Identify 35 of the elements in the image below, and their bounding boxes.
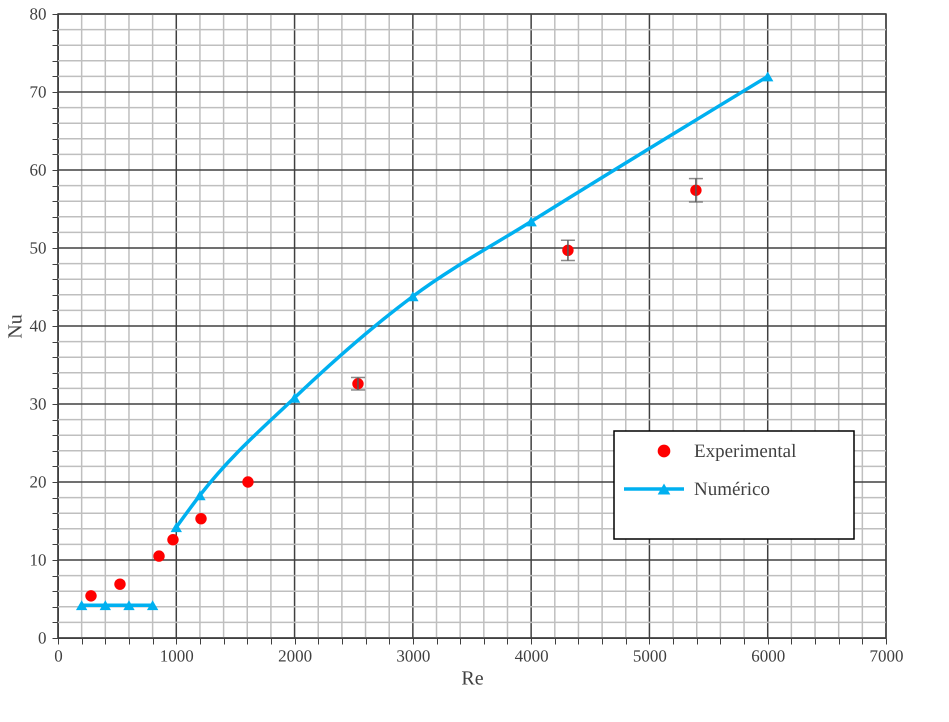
x-axis-title: Re	[461, 668, 484, 690]
point	[100, 600, 112, 610]
point	[76, 600, 88, 610]
x-tick-label: 2000	[278, 646, 312, 666]
y-tick-label: 80	[30, 4, 46, 24]
point	[167, 534, 179, 546]
legend-label: Numérico	[694, 479, 770, 500]
point	[153, 550, 165, 562]
point	[146, 600, 158, 610]
legend-label: Experimental	[694, 441, 796, 462]
point	[123, 600, 135, 610]
point	[194, 490, 206, 500]
y-tick-label: 40	[30, 316, 46, 336]
y-tick-label: 50	[30, 238, 46, 258]
x-tick-label: 3000	[396, 646, 430, 666]
point	[195, 512, 207, 524]
x-tick-label: 6000	[751, 646, 786, 666]
point	[170, 522, 182, 532]
y-axis-title: Nu	[4, 314, 26, 339]
point	[242, 476, 254, 488]
point	[114, 578, 126, 590]
x-tick-label: 1000	[160, 646, 194, 666]
point	[85, 590, 97, 602]
x-tick-label: 4000	[514, 646, 549, 666]
x-tick-label: 5000	[632, 646, 667, 666]
y-tick-label: 10	[30, 550, 46, 570]
point	[525, 216, 537, 226]
y-tick-label: 60	[30, 160, 46, 180]
x-tick-label: 7000	[870, 646, 904, 666]
x-tick-label: 0	[54, 646, 63, 666]
y-tick-label: 0	[38, 628, 46, 648]
point	[762, 71, 774, 82]
y-tick-label: 30	[30, 394, 46, 414]
y-tick-label: 20	[30, 472, 46, 492]
y-tick-label: 70	[30, 82, 46, 102]
